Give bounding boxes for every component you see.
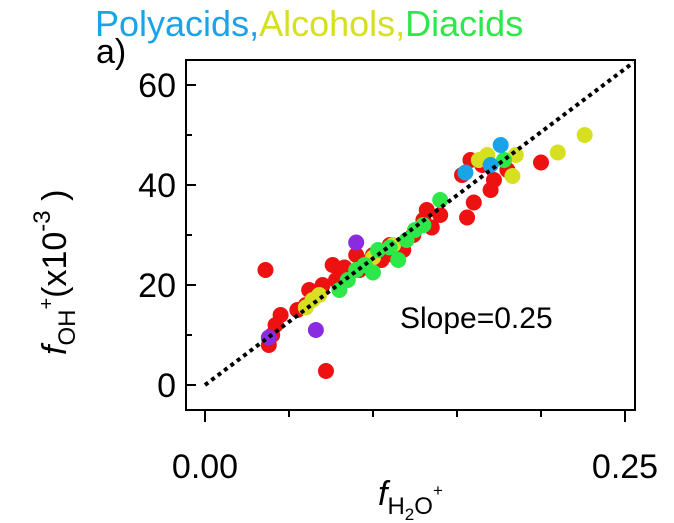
data-point <box>311 287 328 303</box>
data-point <box>432 192 449 208</box>
y-tick-label: 40 <box>138 167 176 205</box>
title-part: Polyacids, <box>95 3 259 44</box>
x-tick-label: 0.25 <box>592 448 658 486</box>
data-point <box>492 137 509 153</box>
title-part: Diacids <box>405 3 523 44</box>
data-point <box>432 207 449 223</box>
x-tick-label: 0.00 <box>172 448 238 486</box>
data-point <box>317 363 334 379</box>
data-point <box>348 234 365 251</box>
x-axis-label: fH2O+ <box>378 475 443 523</box>
data-point <box>576 127 593 143</box>
data-point <box>415 217 432 233</box>
y-axis-ticks <box>186 84 196 386</box>
chart-title: Polyacids,Alcohols,Diacids <box>95 3 523 44</box>
x-axis-ticks <box>204 410 626 422</box>
data-point <box>307 322 324 338</box>
title-part: Alcohols, <box>259 3 405 44</box>
data-points <box>257 127 593 379</box>
fit-line <box>203 60 635 387</box>
x-axis-tick-labels: 0.00 0.25 <box>172 448 658 486</box>
data-point <box>457 164 474 181</box>
data-point <box>260 329 277 346</box>
y-axis-tick-labels: 0 20 40 60 <box>138 67 176 405</box>
data-point <box>459 209 476 226</box>
data-point <box>365 264 381 281</box>
data-point <box>465 194 482 211</box>
data-point <box>272 307 289 323</box>
data-point <box>390 252 407 268</box>
panel-label: a) <box>96 33 126 71</box>
data-point <box>504 168 521 184</box>
y-tick-label: 0 <box>157 367 176 405</box>
data-point <box>485 172 502 188</box>
data-point <box>257 262 274 278</box>
y-axis-label: fOH+(x10-3 ) <box>29 190 81 355</box>
data-point <box>549 144 566 161</box>
y-tick-label: 20 <box>138 267 176 305</box>
data-point <box>533 154 549 171</box>
slope-annotation: Slope=0.25 <box>400 302 553 335</box>
data-point <box>482 157 499 173</box>
y-tick-label: 60 <box>138 67 176 105</box>
